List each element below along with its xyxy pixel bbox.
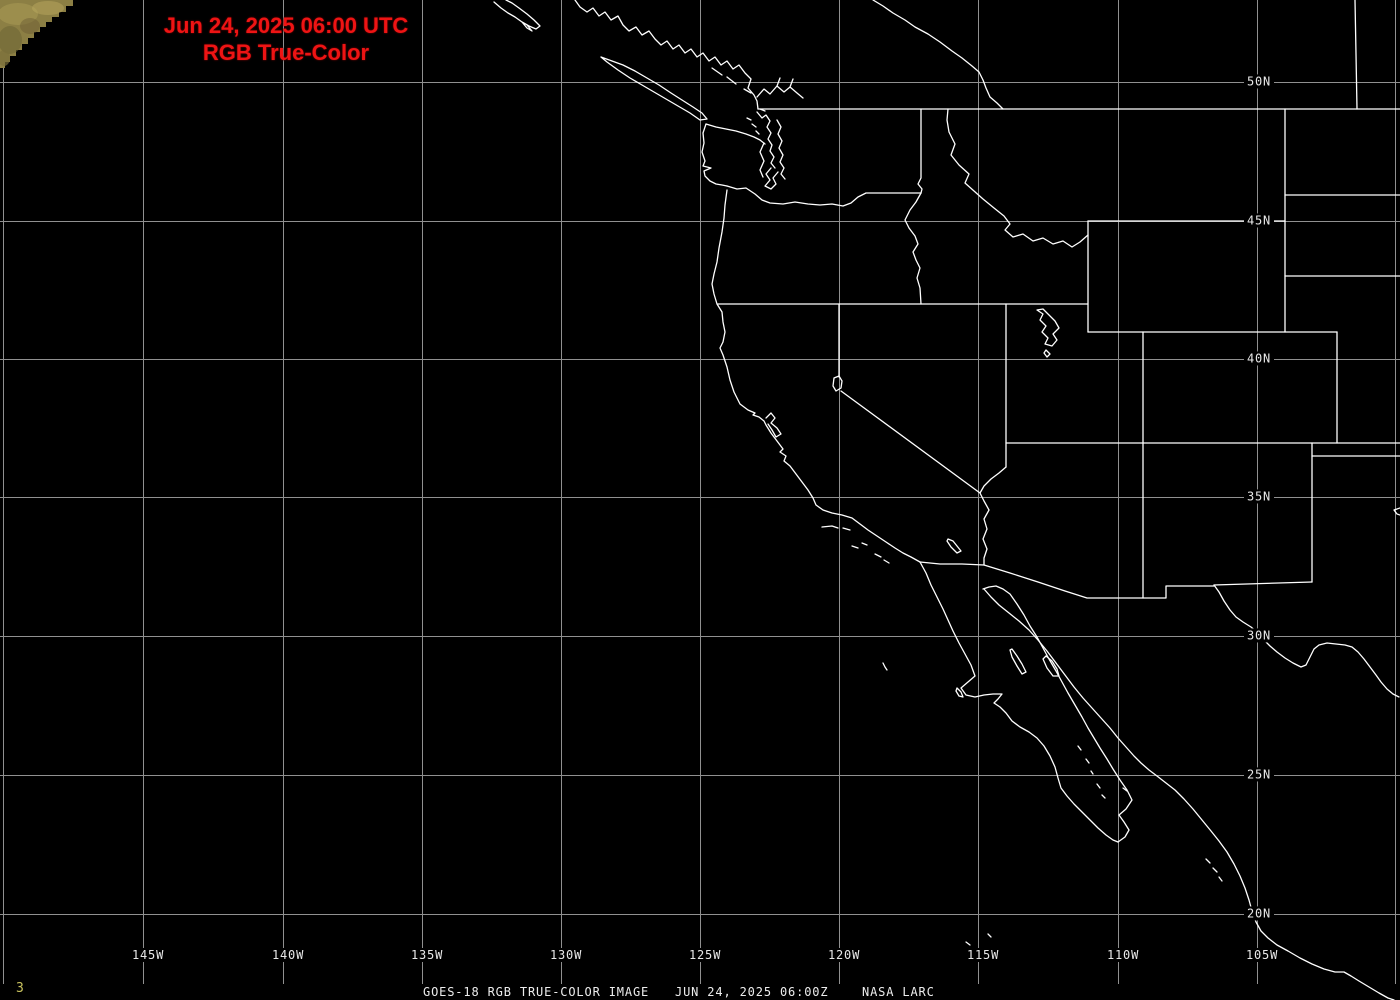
latitude-label-50n: 50N bbox=[1244, 74, 1275, 89]
longitude-label-140w: 140W bbox=[269, 948, 308, 962]
longitude-label-120w: 120W bbox=[825, 948, 864, 962]
terrain-mottle bbox=[32, 1, 64, 15]
map-overlay-lines bbox=[493, 0, 1400, 1000]
daylight-terminator-patch bbox=[0, 0, 73, 68]
latitude-label-40n: 40N bbox=[1244, 351, 1275, 366]
border-bc-alberta bbox=[872, 0, 1004, 110]
longitude-label-115w: 115W bbox=[964, 948, 1003, 962]
coast-baja-pacific bbox=[919, 561, 1119, 843]
coast-sonora-sinaloa bbox=[983, 588, 1395, 1000]
coast-bc-mainland bbox=[574, 0, 759, 110]
image-title: Jun 24, 2025 06:00 UTC RGB True-Color bbox=[150, 12, 422, 66]
terrain-mottle bbox=[20, 18, 40, 34]
coast-puget-sound bbox=[756, 111, 786, 190]
river-colorado bbox=[979, 466, 1007, 566]
border-us-mexico bbox=[919, 561, 1215, 599]
terrain-mottle bbox=[0, 50, 10, 66]
coast-vancouver-inlets bbox=[756, 77, 804, 99]
lake-utah bbox=[1043, 349, 1051, 358]
islands-gulf-of-california bbox=[1009, 648, 1128, 799]
lake-great-salt bbox=[1036, 308, 1060, 347]
longitude-label-135w: 135W bbox=[408, 948, 447, 962]
island-guadalupe bbox=[882, 662, 888, 671]
islands-marias bbox=[1205, 858, 1223, 882]
border-ca-nv bbox=[838, 303, 981, 494]
caption-datetime: JUN 24, 2025 06:00Z bbox=[675, 985, 829, 999]
timestamp-label: Jun 24, 2025 06:00 UTC bbox=[163, 13, 409, 38]
river-red bbox=[1393, 507, 1400, 516]
island-cedros bbox=[955, 687, 964, 698]
caption-product: GOES-18 RGB TRUE-COLOR IMAGE bbox=[423, 985, 650, 999]
caption-credit: NASA LARC bbox=[862, 985, 935, 999]
frame-number: 3 bbox=[16, 981, 24, 996]
border-nm-tx-32n bbox=[1213, 581, 1313, 586]
islands-georgia-strait bbox=[711, 67, 752, 94]
longitude-label-130w: 130W bbox=[547, 948, 586, 962]
river-rio-grande bbox=[1213, 584, 1400, 698]
border-sk-mb bbox=[1354, 0, 1358, 110]
latitude-label-25n: 25N bbox=[1244, 767, 1275, 782]
coast-oregon-california bbox=[711, 189, 921, 563]
border-wa-or-columbia-river bbox=[726, 185, 922, 207]
longitude-label-105w: 105W bbox=[1243, 948, 1282, 962]
coast-vancouver-island bbox=[600, 56, 708, 121]
coast-haida-gwaii bbox=[493, 0, 541, 32]
terrain-mottle bbox=[0, 26, 22, 54]
latitude-label-20n: 20N bbox=[1244, 906, 1275, 921]
islands-channel bbox=[821, 525, 890, 564]
latitude-label-30n: 30N bbox=[1244, 628, 1275, 643]
latitude-label-45n: 45N bbox=[1244, 213, 1275, 228]
coast-washington bbox=[701, 123, 728, 187]
latitude-label-35n: 35N bbox=[1244, 489, 1275, 504]
coast-juan-de-fuca bbox=[705, 123, 766, 145]
border-id-mt bbox=[946, 108, 1089, 248]
terrain-mottle bbox=[0, 3, 38, 25]
coast-san-francisco-bay bbox=[765, 412, 782, 438]
lake-tahoe bbox=[832, 375, 843, 392]
coast-baja-gulf bbox=[982, 585, 1133, 843]
longitude-label-145w: 145W bbox=[129, 948, 168, 962]
border-or-id-snake-river bbox=[904, 192, 922, 305]
border-wa-id bbox=[917, 108, 923, 194]
longitude-label-110w: 110W bbox=[1104, 948, 1143, 962]
lake-salton-sea bbox=[946, 538, 962, 554]
product-label: RGB True-Color bbox=[202, 40, 370, 65]
islands-san-juan bbox=[746, 108, 766, 135]
longitude-label-125w: 125W bbox=[686, 948, 725, 962]
